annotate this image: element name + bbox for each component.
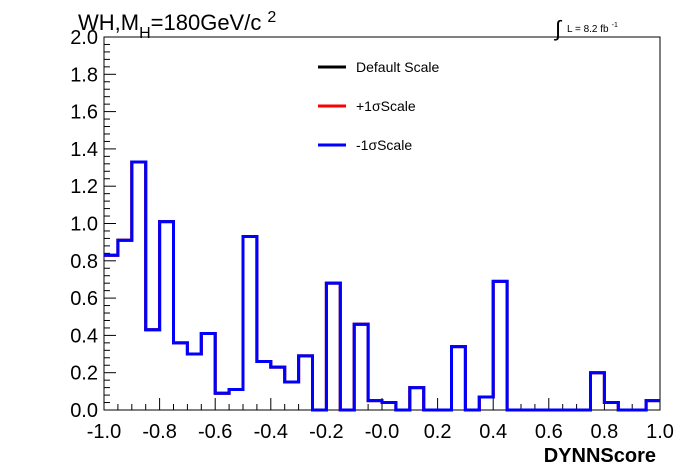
series-line-2 <box>104 160 660 412</box>
y-tick-label: 1.4 <box>70 139 98 161</box>
series-line-1 <box>104 160 660 412</box>
y-tick-label: 0.6 <box>70 288 98 310</box>
legend: Default Scale +1σScale -1σScale <box>318 59 439 153</box>
x-tick-label: -0.4 <box>254 421 288 443</box>
series-line-0 <box>104 160 660 412</box>
x-tick-label: 0.2 <box>424 421 452 443</box>
lumi-exponent: -1 <box>612 22 618 29</box>
y-tick-label: 1.6 <box>70 102 98 124</box>
legend-label: +1σScale <box>356 98 416 114</box>
series-group <box>104 160 660 412</box>
y-axis: 0.0 0.2 0.4 0.6 0.8 1.0 1.2 1.4 1.6 1.8 2.0 <box>70 27 116 422</box>
lumi-integral: ∫ <box>553 16 563 41</box>
y-tick-label: 0.2 <box>70 363 98 385</box>
x-tick-label: 1.0 <box>646 421 674 443</box>
y-tick-label: 0.4 <box>70 325 98 347</box>
x-tick-label: -0.0 <box>365 421 399 443</box>
x-tick-label: -0.2 <box>309 421 343 443</box>
x-axis-label: DYNNScore <box>544 445 656 467</box>
y-tick-label: 0.8 <box>70 251 98 273</box>
y-tick-label: 2.0 <box>70 27 98 49</box>
y-tick-label: 1.2 <box>70 176 98 198</box>
x-tick-label: -0.6 <box>198 421 232 443</box>
x-tick-label: -0.8 <box>142 421 176 443</box>
title-main: WH,M <box>78 10 139 35</box>
y-tick-label: 1.8 <box>70 64 98 86</box>
x-tick-label: -1.0 <box>87 421 121 443</box>
title-subscript: H <box>139 25 151 42</box>
lumi-label: L = 8.2 fb -1 <box>567 22 618 35</box>
chart-title: WH,MH=180GeV/c 2 <box>78 9 276 42</box>
y-tick-label: 1.0 <box>70 214 98 236</box>
x-axis: -1.0 -0.8 -0.6 -0.4 -0.2 -0.0 0.2 0.4 0.6 0.8 1.0 <box>87 398 674 443</box>
lumi-text: L = 8.2 fb <box>567 24 609 35</box>
legend-label: Default Scale <box>356 59 439 75</box>
legend-label: -1σScale <box>356 137 412 153</box>
title-suffix: =180GeV/c <box>151 10 262 35</box>
y-tick-label: 0.0 <box>70 400 98 422</box>
x-tick-label: 0.8 <box>590 421 618 443</box>
x-tick-label: 0.4 <box>479 421 507 443</box>
x-tick-label: 0.6 <box>535 421 563 443</box>
title-superscript: 2 <box>267 9 276 26</box>
